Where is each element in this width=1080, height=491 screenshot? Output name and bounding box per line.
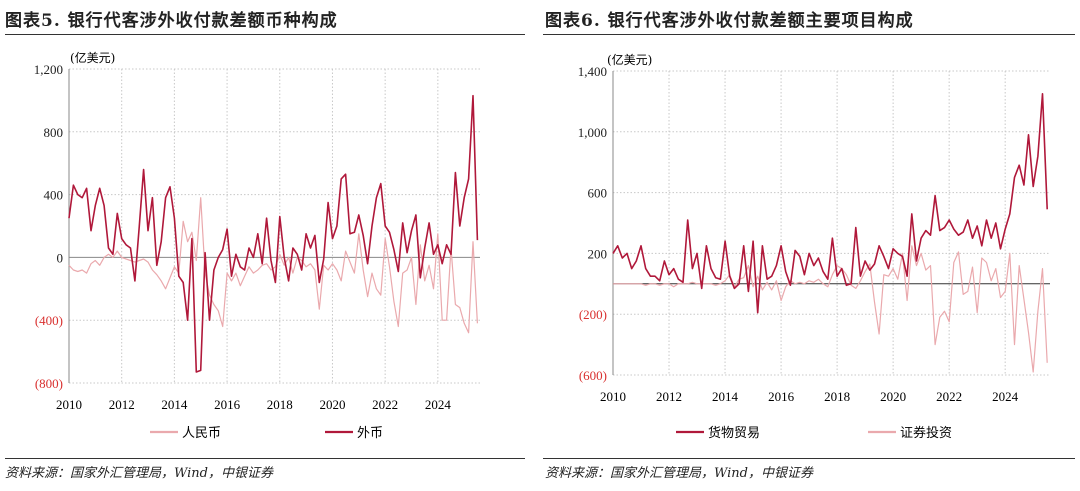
chart1-y-tick-label: 800 [44,125,64,140]
chart1-source: 资料来源：国家外汇管理局，Wind，中银证券 [5,466,273,481]
chart1-x-tick-label: 2022 [372,397,398,412]
chart1-y-tick-label: 1,200 [34,62,63,77]
chart1-source-rule [5,458,525,459]
chart1-title: 图表5. 银行代客涉外收付款差额币种构成 [5,11,338,31]
chart1-x-tick-label: 2020 [319,397,345,412]
chart2-y-tick-label: 600 [588,186,608,201]
chart1-y-tick-label: 0 [57,250,64,265]
chart2-title-rule [543,34,1075,35]
chart1-y-tick-label: 400 [44,188,64,203]
chart2-y-tick-label: 1,400 [578,64,607,79]
chart1-x-tick-label: 2018 [267,397,293,412]
chart1-y-tick-label: (400) [35,313,63,328]
chart1-legend-label-0: 人民币 [182,426,221,441]
chart2-source: 资料来源：国家外汇管理局，Wind，中银证券 [545,466,813,481]
chart2-series-line-0 [612,93,1048,314]
chart1-series-line-1 [68,94,479,373]
chart1-x-tick-label: 2024 [425,397,452,412]
chart2-unit-label: (亿美元) [607,52,652,67]
chart2-y-tick-label: 1,000 [578,125,607,140]
chart2-x-tick-label: 2022 [936,389,962,404]
chart1-unit-label: (亿美元) [70,50,115,65]
chart1-x-tick-label: 2014 [161,397,188,412]
chart2-title: 图表6. 银行代客涉外收付款差额主要项目构成 [545,11,914,31]
chart2-y-tick-label: (600) [579,368,607,383]
chart2-x-tick-label: 2010 [600,389,626,404]
chart2-legend-label-1: 证券投资 [900,425,952,441]
chart2-source-rule [543,458,1075,459]
chart2-x-tick-label: 2018 [824,389,850,404]
chart1-y-tick-label: (800) [35,376,63,391]
chart2-x-tick-label: 2024 [992,389,1019,404]
chart2-x-tick-label: 2016 [768,389,795,404]
chart2-y-tick-label: (200) [579,307,607,322]
chart1-legend-label-1: 外币 [357,426,383,441]
chart2-x-tick-label: 2014 [712,389,739,404]
chart2-y-tick-label: 200 [588,246,608,261]
chart2-series-line-1 [613,245,1048,373]
chart1-x-tick-label: 2016 [214,397,241,412]
chart2-x-tick-label: 2020 [880,389,906,404]
chart2-legend-label-0: 货物贸易 [708,425,760,441]
chart1-x-tick-label: 2012 [109,397,135,412]
chart1-title-rule [5,34,525,35]
chart2-x-tick-label: 2012 [656,389,682,404]
chart1-x-tick-label: 2010 [56,397,82,412]
